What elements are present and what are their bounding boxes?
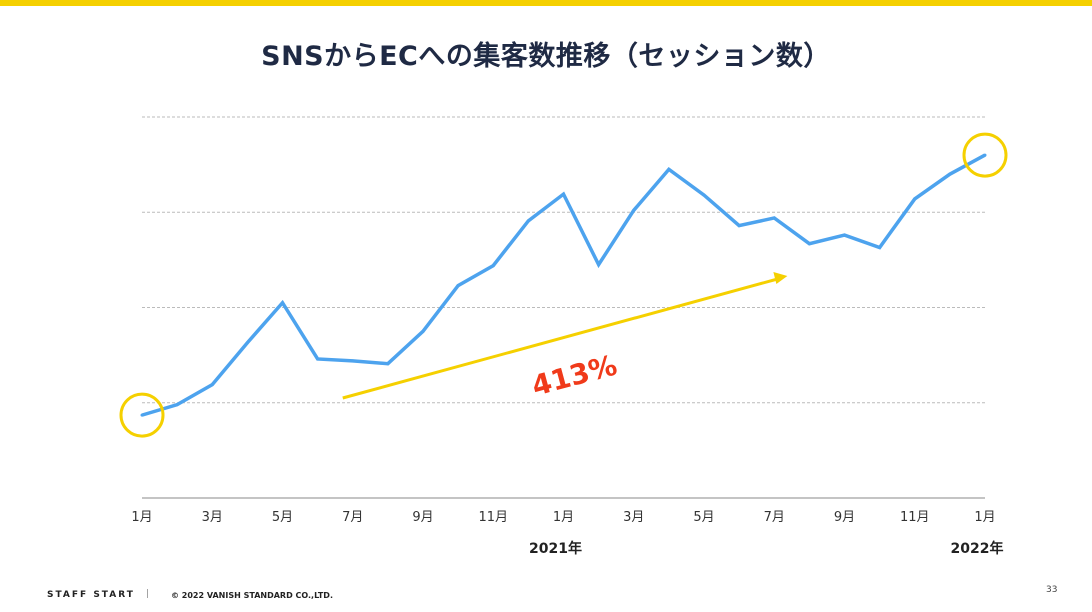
year-label: 2022年: [951, 540, 1004, 557]
x-tick-label: 9月: [834, 510, 855, 525]
data-point: [843, 233, 846, 237]
data-point: [140, 413, 144, 417]
arrowhead-icon: [773, 272, 788, 284]
x-tick-label: 1月: [131, 510, 152, 525]
data-point: [526, 219, 530, 223]
x-tick-label: 7月: [342, 510, 363, 525]
highlight-circle: [962, 132, 1008, 178]
data-point: [245, 341, 249, 345]
data-point: [562, 192, 565, 196]
x-tick-label: 11月: [900, 510, 930, 525]
data-point: [421, 329, 425, 333]
data-point: [737, 224, 741, 228]
footer-copyright: © 2022 VANISH STANDARD CO.,LTD.: [171, 591, 333, 600]
x-tick-label: 3月: [623, 510, 644, 525]
data-point: [913, 197, 917, 201]
data-point: [667, 167, 671, 171]
page-title: SNSからECへの集客数推移（セッション数）: [261, 41, 831, 72]
data-point: [210, 383, 214, 387]
growth-annotation: 413%: [528, 348, 620, 402]
x-tick-label: 1月: [974, 510, 995, 525]
footer-separator: |: [146, 589, 150, 599]
data-point: [983, 153, 987, 157]
page-number: 33: [1046, 585, 1058, 595]
data-point: [878, 245, 882, 249]
top-accent-bar: [0, 0, 1092, 6]
data-point: [316, 357, 320, 361]
data-point: [807, 242, 811, 246]
x-tick-label: 5月: [693, 510, 714, 525]
data-point: [632, 208, 636, 212]
data-point: [491, 264, 495, 268]
footer-brand: STAFF START: [47, 590, 135, 600]
x-tick-label: 3月: [202, 510, 223, 525]
data-point: [772, 216, 776, 220]
trend-arrow: [342, 277, 780, 400]
data-point: [175, 403, 179, 407]
data-point: [597, 263, 601, 267]
x-tick-label: 7月: [764, 510, 785, 525]
x-tick-label: 1月: [553, 510, 574, 525]
data-point: [456, 284, 460, 288]
data-point: [702, 193, 706, 197]
x-tick-label: 5月: [272, 510, 293, 525]
x-tick-label: 9月: [412, 510, 433, 525]
data-point: [948, 172, 952, 176]
data-point: [386, 362, 390, 366]
highlight-circle: [119, 392, 165, 438]
data-point: [281, 301, 284, 305]
x-tick-label: 11月: [478, 510, 508, 525]
year-label: 2021年: [529, 540, 582, 557]
data-point: [351, 359, 355, 363]
